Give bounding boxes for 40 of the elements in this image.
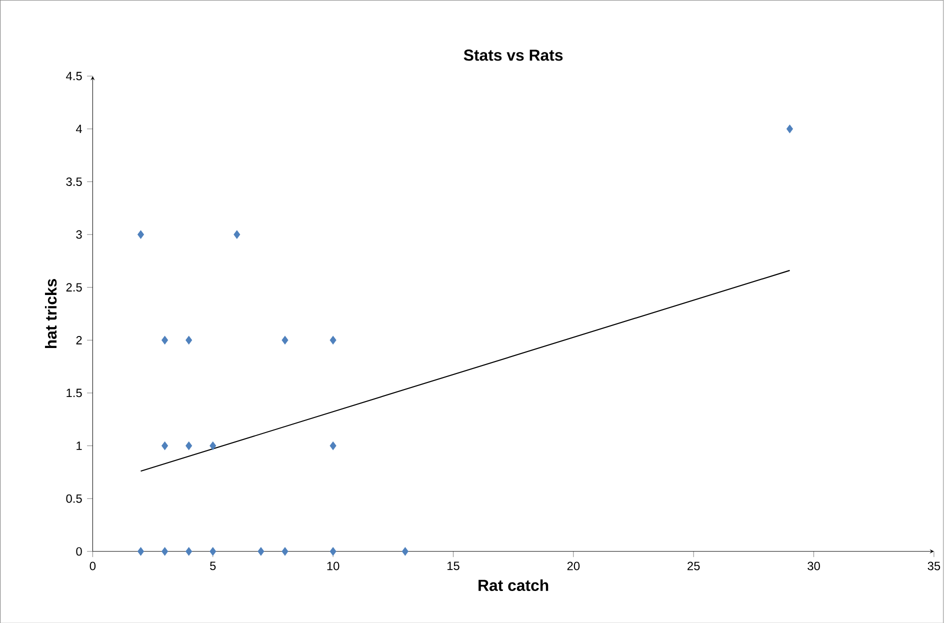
point	[402, 547, 408, 556]
x-axis-title: Rat catch	[478, 579, 548, 591]
y-tick-label: 0.5	[66, 494, 82, 503]
point	[786, 124, 793, 133]
y-tick-label: 4	[76, 124, 82, 133]
point	[186, 441, 192, 450]
x-tick-label: 10	[327, 562, 340, 570]
point	[210, 547, 216, 556]
point	[330, 336, 336, 344]
point	[210, 441, 216, 450]
y-tick-label: 1	[76, 442, 82, 450]
point	[258, 547, 264, 556]
point	[282, 336, 288, 344]
x-tick-label: 15	[448, 562, 460, 570]
y-axis-title: hat tricks	[44, 278, 57, 348]
point	[282, 547, 288, 556]
point	[138, 230, 144, 239]
x-tick-label: 30	[808, 562, 820, 570]
point	[186, 336, 192, 344]
x-tick-label: 20	[567, 562, 580, 570]
point	[186, 547, 192, 556]
y-tick-label: 0	[76, 547, 82, 556]
x-tick-label: 0	[90, 562, 96, 570]
point	[330, 441, 336, 450]
point	[162, 547, 168, 556]
point	[330, 547, 336, 556]
x-tick-label: 35	[928, 562, 940, 570]
x-tick-label: 25	[688, 562, 700, 570]
y-tick-label: 3.5	[66, 177, 82, 186]
y-tick-label: 2	[76, 336, 82, 344]
point	[162, 336, 168, 344]
y-tick-label: 4.5	[66, 72, 82, 80]
chart-title: Stats vs Rats	[464, 49, 563, 61]
y-tick-label: 1.5	[66, 388, 82, 397]
point	[138, 547, 144, 556]
point	[234, 230, 240, 239]
point	[162, 441, 168, 450]
x-tick-label: 5	[210, 562, 216, 570]
y-tick-label: 2.5	[66, 282, 82, 292]
y-tick-label: 3	[76, 230, 82, 239]
